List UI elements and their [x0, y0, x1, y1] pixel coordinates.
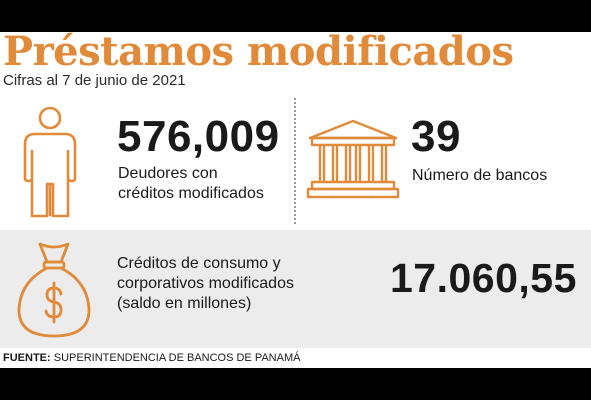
credits-band [0, 230, 591, 348]
section-divider [294, 98, 296, 224]
money-bag-icon [17, 242, 91, 338]
source-label: FUENTE: [3, 352, 51, 364]
person-icon [23, 106, 77, 218]
credits-label-line-2: corporativos modificados [117, 275, 294, 292]
infographic-title: Préstamos modificados [3, 32, 514, 75]
debtors-count: 576,009 [117, 112, 280, 161]
credits-label-line-1: Créditos de consumo y [117, 255, 281, 272]
banks-label: Número de bancos [412, 167, 548, 184]
debtors-label-line-2: créditos modificados [118, 185, 264, 202]
infographic-subtitle: Cifras al 7 de junio de 2021 [3, 72, 186, 89]
source-text: SUPERINTENDENCIA DE BANCOS DE PANAMÁ [53, 352, 301, 364]
debtors-label-line-1: Deudores con [118, 165, 218, 182]
bank-icon [306, 119, 400, 199]
banks-count: 39 [411, 112, 461, 161]
credits-amount: 17.060,55 [390, 255, 577, 301]
credits-label-line-3: (saldo en millones) [117, 295, 252, 312]
source-note: FUENTE: SUPERINTENDENCIA DE BANCOS DE PA… [3, 352, 300, 365]
infographic-card: Préstamos modificados Cifras al 7 de jun… [0, 32, 591, 368]
